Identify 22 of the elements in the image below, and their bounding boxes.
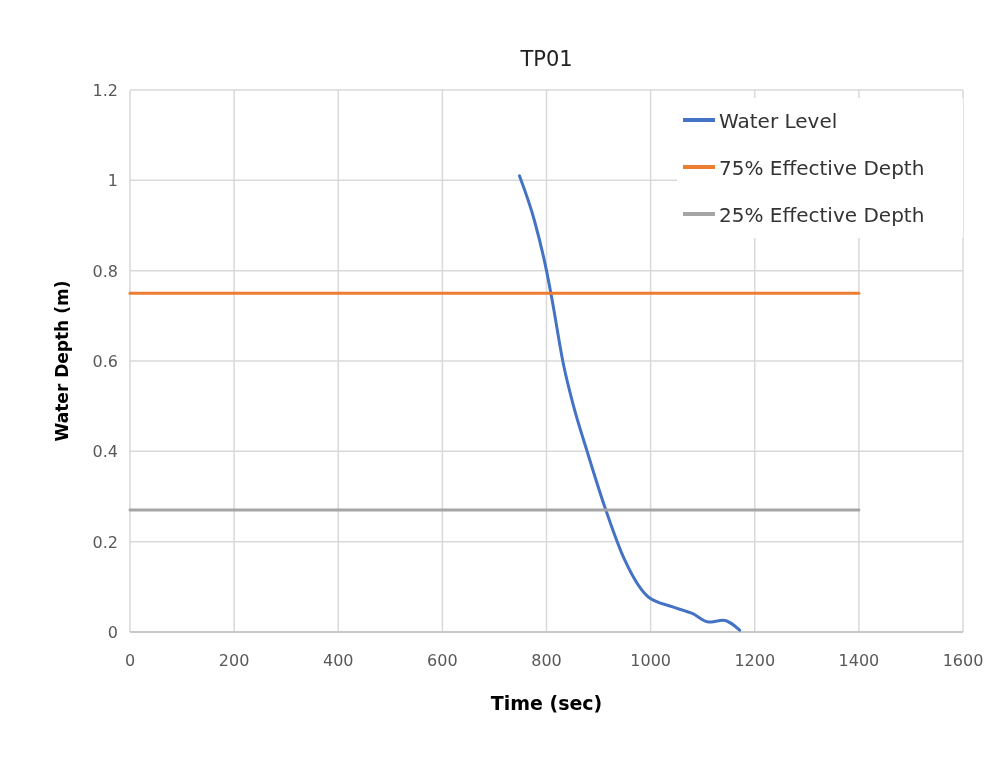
x-tick-label: 1000 xyxy=(630,651,671,670)
legend-label: 25% Effective Depth xyxy=(719,203,925,227)
y-tick-label: 1.2 xyxy=(92,81,118,100)
x-axis-title: Time (sec) xyxy=(490,692,603,714)
y-tick-label: 0.2 xyxy=(92,532,118,552)
x-tick-label: 1600 xyxy=(942,651,984,670)
y-tick-label: 0.4 xyxy=(92,442,118,462)
y-tick-label: 0.6 xyxy=(92,352,118,371)
chart-title: TP01 xyxy=(519,47,573,71)
x-tick-label: 200 xyxy=(218,651,250,670)
y-axis-title: Water Depth (m) xyxy=(52,280,72,442)
x-tick-label: 400 xyxy=(322,651,354,670)
x-tick-label: 1400 xyxy=(838,651,880,670)
y-tick-label: 0.8 xyxy=(92,261,118,281)
y-tick-label: 0 xyxy=(107,623,118,642)
x-tick-label: 600 xyxy=(427,651,458,670)
legend-label: 75% Effective Depth xyxy=(719,156,925,180)
legend-label: Water Level xyxy=(719,109,838,133)
x-tick-label: 800 xyxy=(531,651,562,670)
x-tick-label: 0 xyxy=(124,651,136,670)
x-tick-label: 1200 xyxy=(734,651,776,670)
y-tick-label: 1 xyxy=(107,171,118,191)
